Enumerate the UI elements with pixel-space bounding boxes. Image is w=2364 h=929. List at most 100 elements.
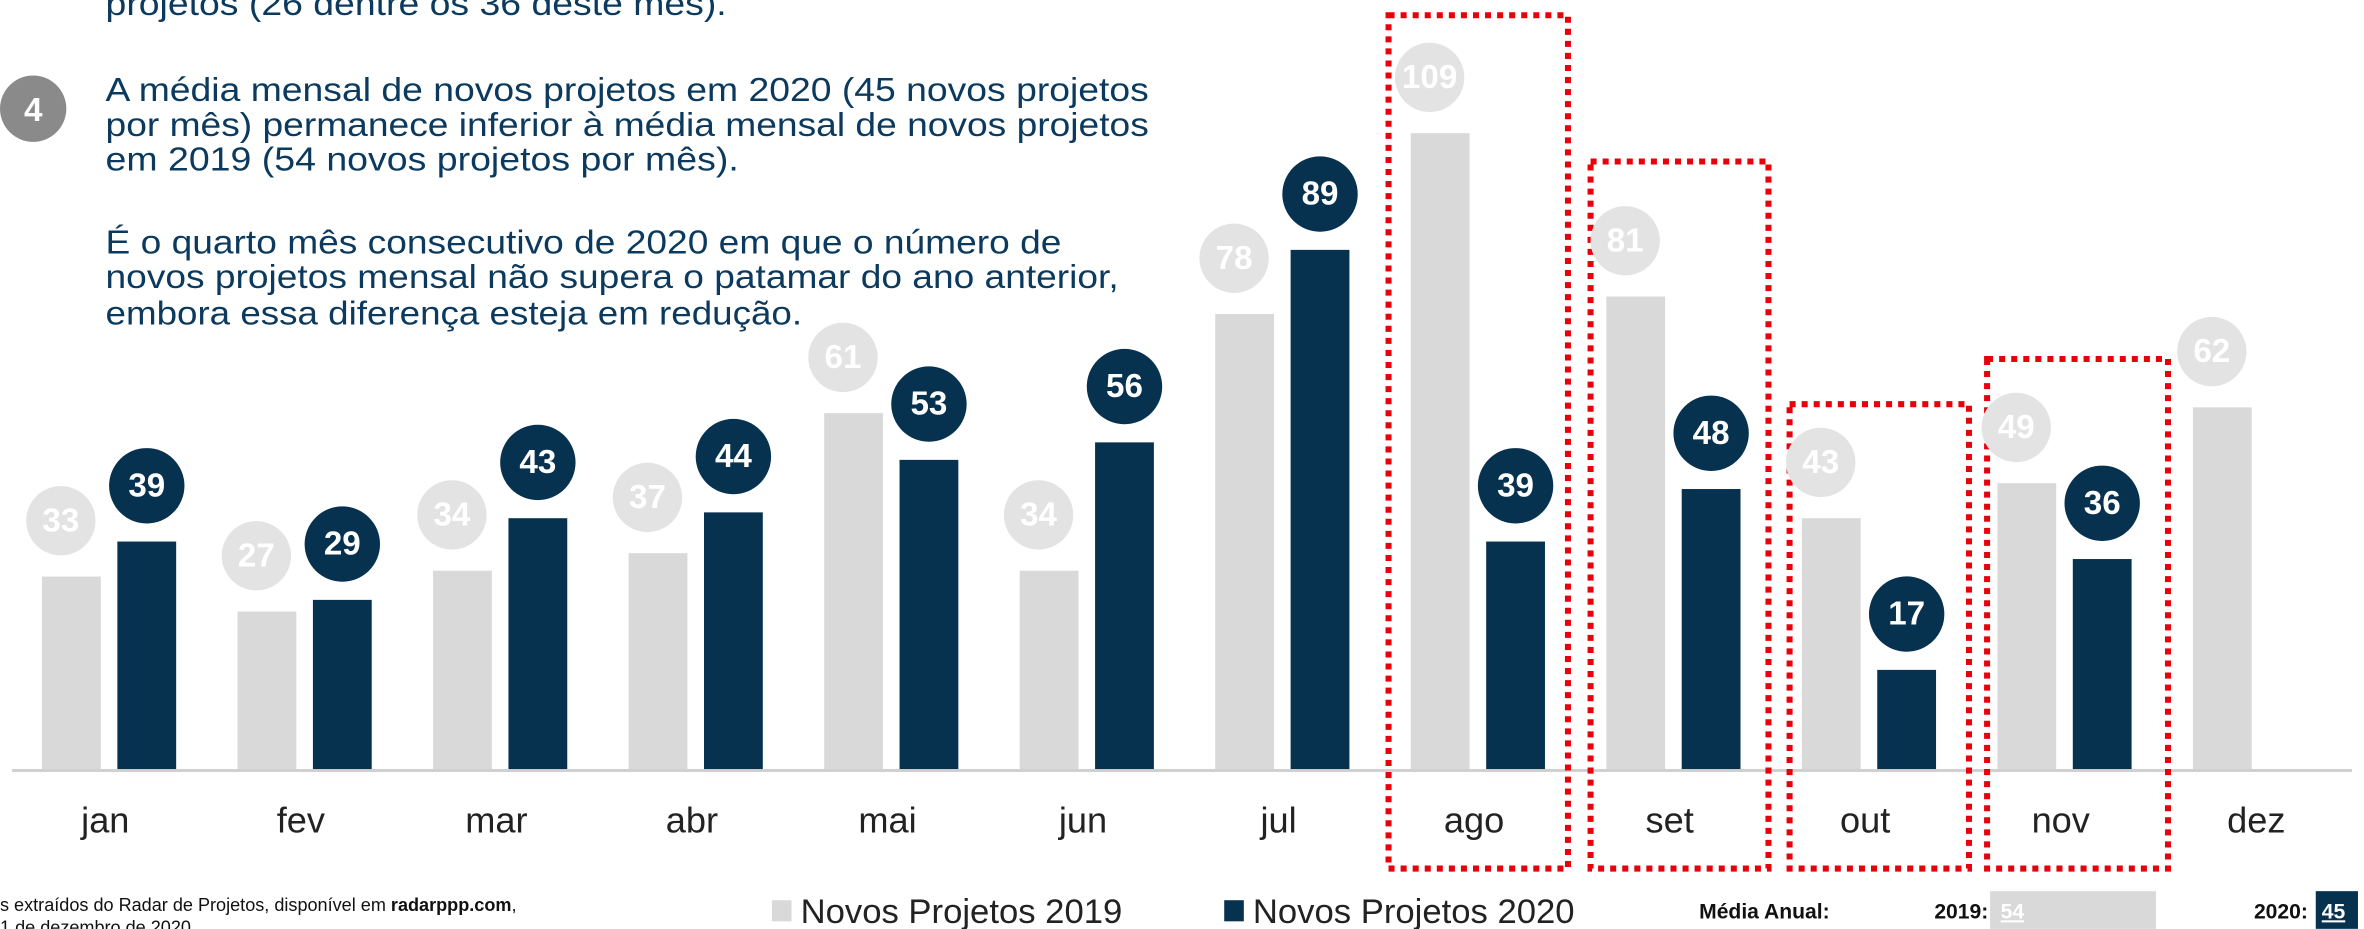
bar [1019, 570, 1079, 770]
average-label: Média Anual: [1699, 900, 1829, 923]
data-label: 56 [1106, 368, 1143, 405]
data-label: 89 [1302, 176, 1339, 213]
footnote: s extraídos do Radar de Projetos, dispon… [0, 895, 516, 915]
average-box [2315, 891, 2358, 929]
text-line: em 2019 (54 novos projetos por mês). [106, 142, 739, 179]
footnote: 1 de dezembro de 2020 [0, 917, 191, 929]
text-line: embora essa diferença esteja em redução. [106, 295, 803, 332]
text-line: projetos (26 dentre os 36 deste mês). [106, 0, 727, 23]
bar [628, 553, 688, 770]
average-box [1990, 891, 2156, 929]
label-bubble [1477, 448, 1554, 524]
data-label: 27 [238, 537, 275, 574]
data-label: 39 [1497, 467, 1534, 504]
x-tick-label: out [1840, 799, 1890, 840]
label-bubble [612, 462, 683, 533]
bullet-number: 4 [24, 92, 43, 129]
label-bubble [304, 506, 381, 582]
label-bubble [1673, 395, 1749, 471]
text-line: por mês) permanece inferior à média mens… [106, 107, 1149, 144]
bar [1215, 314, 1275, 770]
legend-label: Novos Projetos 2019 [801, 893, 1123, 929]
footnote-link: radarppp.com [391, 895, 512, 915]
bar [2072, 559, 2132, 770]
x-tick-label: fev [277, 799, 325, 840]
legend-swatch [1224, 900, 1244, 922]
average-year: 2020: [2254, 900, 2308, 923]
bar [2192, 407, 2252, 770]
bar [1095, 442, 1154, 770]
label-bubble [109, 448, 185, 524]
label-bubble [2177, 316, 2247, 387]
bar [508, 518, 568, 770]
label-bubble [695, 418, 772, 495]
text-line: É o quarto mês consecutivo de 2020 em qu… [106, 224, 1062, 261]
label-bubble [1282, 156, 1358, 232]
label-bubble [1981, 392, 2051, 463]
data-label: 62 [2193, 333, 2230, 370]
data-label: 37 [629, 479, 666, 516]
data-label: 81 [1607, 222, 1644, 259]
bar [41, 576, 101, 770]
data-label: 49 [1998, 409, 2035, 446]
x-tick-label: set [1646, 799, 1694, 840]
x-tick-label: mar [465, 799, 527, 840]
label-bubble [1868, 576, 1945, 652]
data-label: 34 [1020, 496, 1057, 533]
bar [1486, 541, 1545, 770]
bar [237, 611, 297, 770]
x-tick-label: nov [2032, 799, 2090, 840]
label-bubble [26, 486, 96, 556]
bar [1877, 669, 1937, 770]
label-bubble [1003, 480, 1074, 550]
label-bubble [1086, 348, 1163, 425]
bar [703, 512, 763, 770]
data-label: 43 [519, 444, 556, 481]
label-bubble [808, 322, 878, 393]
footnote-text: , [511, 895, 516, 915]
data-label: 44 [715, 438, 752, 475]
bullet-circle [0, 75, 67, 142]
text-line: novos projetos mensal não supera o patam… [106, 259, 1119, 296]
average-value: 45 [2322, 900, 2346, 923]
legend-swatch [771, 900, 792, 922]
highlight-box [1385, 12, 1571, 872]
data-label: 39 [128, 467, 165, 504]
x-tick-label: jan [80, 799, 129, 840]
x-tick-label: mai [858, 799, 916, 840]
bar [1290, 249, 1350, 770]
bar [1606, 296, 1666, 770]
label-bubble [1394, 42, 1465, 113]
bar [433, 570, 492, 770]
bar [1801, 518, 1861, 770]
data-label: 61 [825, 339, 862, 376]
average-year: 2019: [1934, 900, 1988, 923]
bar [1410, 133, 1470, 770]
footnote-text: s extraídos do Radar de Projetos, dispon… [0, 895, 391, 915]
bar [117, 541, 177, 770]
data-label: 109 [1402, 59, 1457, 96]
highlight-box [1984, 355, 2172, 872]
data-label: 43 [1802, 444, 1839, 481]
data-label: 34 [433, 496, 470, 533]
label-bubble [417, 480, 487, 550]
data-label: 29 [324, 526, 361, 563]
data-label: 33 [42, 502, 79, 539]
bar [824, 413, 883, 770]
bar [312, 599, 372, 770]
label-bubble [500, 424, 576, 501]
bar [899, 459, 959, 770]
x-tick-label: dez [2227, 799, 2285, 840]
label-bubble [221, 521, 292, 591]
data-label: 36 [2084, 485, 2121, 522]
x-tick-label: ago [1444, 799, 1504, 840]
data-label: 78 [1216, 240, 1253, 277]
highlight-boxes [1385, 12, 2172, 872]
highlight-box [1587, 158, 1772, 872]
label-bubble [2064, 465, 2140, 541]
highlight-box [1786, 401, 1973, 872]
x-tick-label: jun [1058, 799, 1107, 840]
label-bubble [1590, 206, 1660, 276]
